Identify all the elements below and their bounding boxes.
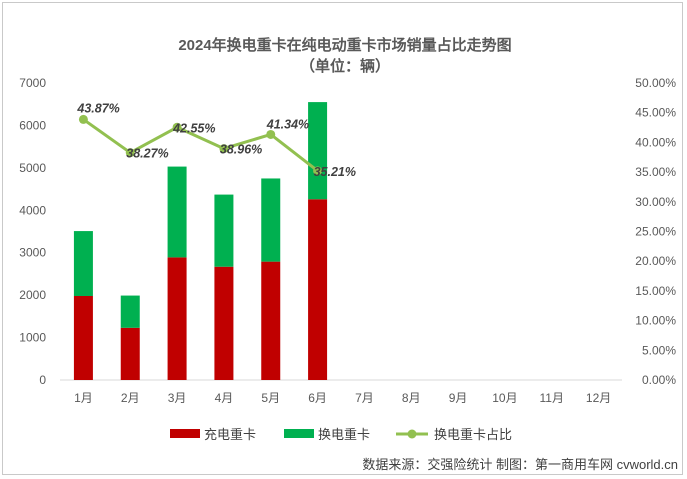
- share-data-label: 38.27%: [126, 147, 168, 161]
- right-tick-label: 0.00%: [642, 373, 676, 387]
- x-tick-label: 12月: [586, 391, 611, 405]
- legend-swapping-swatch: [284, 429, 314, 438]
- left-axis-ticks: 0 1000 2000 3000 4000 5000 6000 7000: [19, 76, 46, 387]
- right-tick-label: 50.00%: [635, 76, 676, 90]
- share-point: [172, 122, 182, 132]
- bar-charging: [167, 257, 187, 380]
- left-tick-label: 2000: [19, 288, 46, 302]
- legend-charging-swatch: [170, 429, 200, 438]
- x-tick-label: 3月: [168, 391, 187, 405]
- left-tick-label: 4000: [19, 203, 46, 217]
- right-tick-label: 25.00%: [635, 225, 676, 239]
- bar-swapping: [261, 178, 281, 262]
- right-axis-ticks: 0.00% 5.00% 10.00% 15.00% 20.00% 25.00% 30.00%…: [635, 76, 676, 387]
- legend-swapping: 换电重卡: [284, 427, 370, 442]
- x-tick-label: 7月: [355, 391, 374, 405]
- source-note: 数据来源：交强险统计 制图：第一商用车网 cvworld.cn: [362, 457, 678, 472]
- x-tick-label: 6月: [308, 391, 327, 405]
- share-point: [125, 148, 135, 158]
- x-tick-label: 4月: [215, 391, 234, 405]
- share-data-label: 41.34%: [266, 117, 309, 131]
- right-tick-label: 30.00%: [635, 195, 676, 209]
- share-data-label: 43.87%: [76, 101, 119, 115]
- right-tick-label: 5.00%: [642, 343, 676, 357]
- share-data-label: 38.96%: [220, 143, 262, 157]
- legend-share-label: 换电重卡占比: [434, 427, 512, 442]
- share-point: [313, 166, 323, 176]
- left-tick-label: 1000: [19, 331, 46, 345]
- left-tick-label: 0: [39, 373, 46, 387]
- bar-swapping: [73, 231, 93, 296]
- right-tick-label: 15.00%: [635, 284, 676, 298]
- left-tick-label: 3000: [19, 246, 46, 260]
- x-tick-label: 9月: [449, 391, 468, 405]
- bar-charging: [261, 261, 281, 380]
- legend-charging: 充电重卡: [170, 427, 256, 442]
- share-point: [78, 114, 88, 124]
- bar-charging: [73, 295, 93, 380]
- legend-charging-label: 充电重卡: [204, 427, 256, 442]
- legend-share-swatch-marker: [407, 429, 417, 439]
- right-tick-label: 10.00%: [635, 314, 676, 328]
- chart-frame: [2, 2, 683, 475]
- bar-charging: [308, 199, 328, 380]
- x-tick-label: 10月: [492, 391, 517, 405]
- legend-share: 换电重卡占比: [396, 427, 512, 442]
- share-data-label: 35.21%: [314, 165, 356, 179]
- x-tick-label: 1月: [74, 391, 93, 405]
- bar-swapping: [167, 166, 187, 258]
- bar-series: [73, 102, 328, 380]
- chart-subtitle: （单位：辆）: [300, 57, 390, 75]
- bar-charging: [120, 327, 140, 380]
- bar-swapping: [214, 194, 234, 267]
- x-tick-label: 5月: [261, 391, 280, 405]
- bar-charging: [214, 266, 234, 380]
- x-tick-label: 8月: [402, 391, 421, 405]
- bar-swapping: [308, 102, 328, 200]
- share-data-label: 42.55%: [172, 121, 215, 135]
- chart-title: 2024年换电重卡在纯电动重卡市场销量占比走势图: [178, 36, 511, 54]
- right-tick-label: 45.00%: [635, 106, 676, 120]
- share-line: [82, 118, 319, 173]
- line-series: 43.87% 38.27% 42.55% 38.96% 41.34% 35.21%: [76, 101, 356, 178]
- share-point: [219, 144, 229, 154]
- left-tick-label: 7000: [19, 76, 46, 90]
- x-tick-label: 11月: [540, 391, 564, 405]
- bar-swapping: [120, 295, 140, 328]
- x-axis-labels: 1月 2月 3月 4月 5月 6月 7月 8月 9月 10月 11月 12月: [74, 391, 611, 405]
- legend-swapping-label: 换电重卡: [318, 427, 370, 442]
- right-tick-label: 35.00%: [635, 165, 676, 179]
- right-tick-label: 40.00%: [635, 135, 676, 149]
- left-tick-label: 6000: [19, 118, 46, 132]
- x-tick-label: 2月: [121, 391, 140, 405]
- left-tick-label: 5000: [19, 161, 46, 175]
- right-tick-label: 20.00%: [635, 254, 676, 268]
- share-point: [266, 129, 276, 139]
- legend: 充电重卡 换电重卡 换电重卡占比: [170, 427, 512, 442]
